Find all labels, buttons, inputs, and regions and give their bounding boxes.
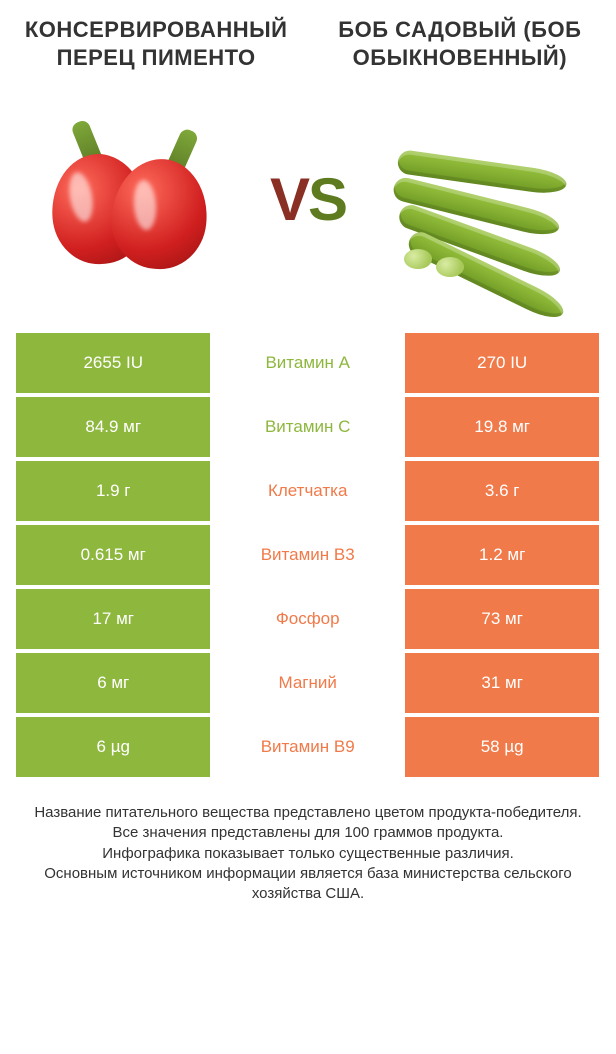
nutrient-right-value: 58 µg [405,717,599,777]
nutrient-right-value: 73 мг [405,589,599,649]
nutrient-label: Магний [210,653,404,713]
nutrient-table: 2655 IU Витамин A 270 IU 84.9 мг Витамин C 19… [16,333,600,781]
nutrient-left-value: 84.9 мг [16,397,210,457]
nutrient-row: 84.9 мг Витамин C 19.8 мг [16,397,600,457]
nutrient-right-value: 3.6 г [405,461,599,521]
nutrient-label-text: Клетчатка [268,481,348,501]
nutrient-label: Витамин B9 [210,717,404,777]
nutrient-label: Витамин C [210,397,404,457]
vs-v: V [270,165,308,234]
nutrient-right-value: 1.2 мг [405,525,599,585]
nutrient-right-value: 19.8 мг [405,397,599,457]
nutrient-left-value: 2655 IU [16,333,210,393]
footer-line-1: Название питательного вещества представл… [24,803,592,823]
vs-label: VS [270,165,346,234]
nutrient-row: 2655 IU Витамин A 270 IU [16,333,600,393]
nutrient-row: 6 µg Витамин B9 58 µg [16,717,600,777]
nutrient-label: Витамин B3 [210,525,404,585]
hero-row: VS [16,89,600,309]
infographic-container: КОНСЕРВИРОВАННЫЙ ПЕРЕЦ ПИМЕНТО БОБ САДОВ… [0,0,616,1054]
nutrient-left-value: 1.9 г [16,461,210,521]
nutrient-left-value: 6 мг [16,653,210,713]
pepper-icon [42,124,212,274]
nutrient-label: Клетчатка [210,461,404,521]
footer-line-3: Инфографика показывает только существенн… [24,844,592,864]
nutrient-right-value: 270 IU [405,333,599,393]
nutrient-right-value: 31 мг [405,653,599,713]
nutrient-label-text: Витамин C [265,417,350,437]
nutrient-row: 17 мг Фосфор 73 мг [16,589,600,649]
bean-icon [394,119,584,279]
footer-line-4: Основным источником информации является … [24,864,592,905]
nutrient-left-value: 17 мг [16,589,210,649]
left-food-image [16,109,238,289]
nutrient-label: Витамин A [210,333,404,393]
footer-line-2: Все значения представлены для 100 граммо… [24,823,592,843]
nutrient-label-text: Витамин B3 [261,545,355,565]
nutrient-left-value: 0.615 мг [16,525,210,585]
nutrient-label-text: Витамин B9 [261,737,355,757]
nutrient-label-text: Фосфор [276,609,340,629]
titles-row: КОНСЕРВИРОВАННЫЙ ПЕРЕЦ ПИМЕНТО БОБ САДОВ… [16,16,600,71]
nutrient-left-value: 6 µg [16,717,210,777]
nutrient-row: 1.9 г Клетчатка 3.6 г [16,461,600,521]
nutrient-row: 6 мг Магний 31 мг [16,653,600,713]
vs-s: S [308,165,346,234]
title-right: БОБ САДОВЫЙ (БОБ ОБЫКНОВЕННЫЙ) [320,16,600,71]
nutrient-label: Фосфор [210,589,404,649]
right-food-image [378,109,600,289]
footer-notes: Название питательного вещества представл… [16,803,600,924]
nutrient-row: 0.615 мг Витамин B3 1.2 мг [16,525,600,585]
nutrient-label-text: Магний [279,673,337,693]
title-left: КОНСЕРВИРОВАННЫЙ ПЕРЕЦ ПИМЕНТО [16,16,296,71]
nutrient-label-text: Витамин A [265,353,350,373]
